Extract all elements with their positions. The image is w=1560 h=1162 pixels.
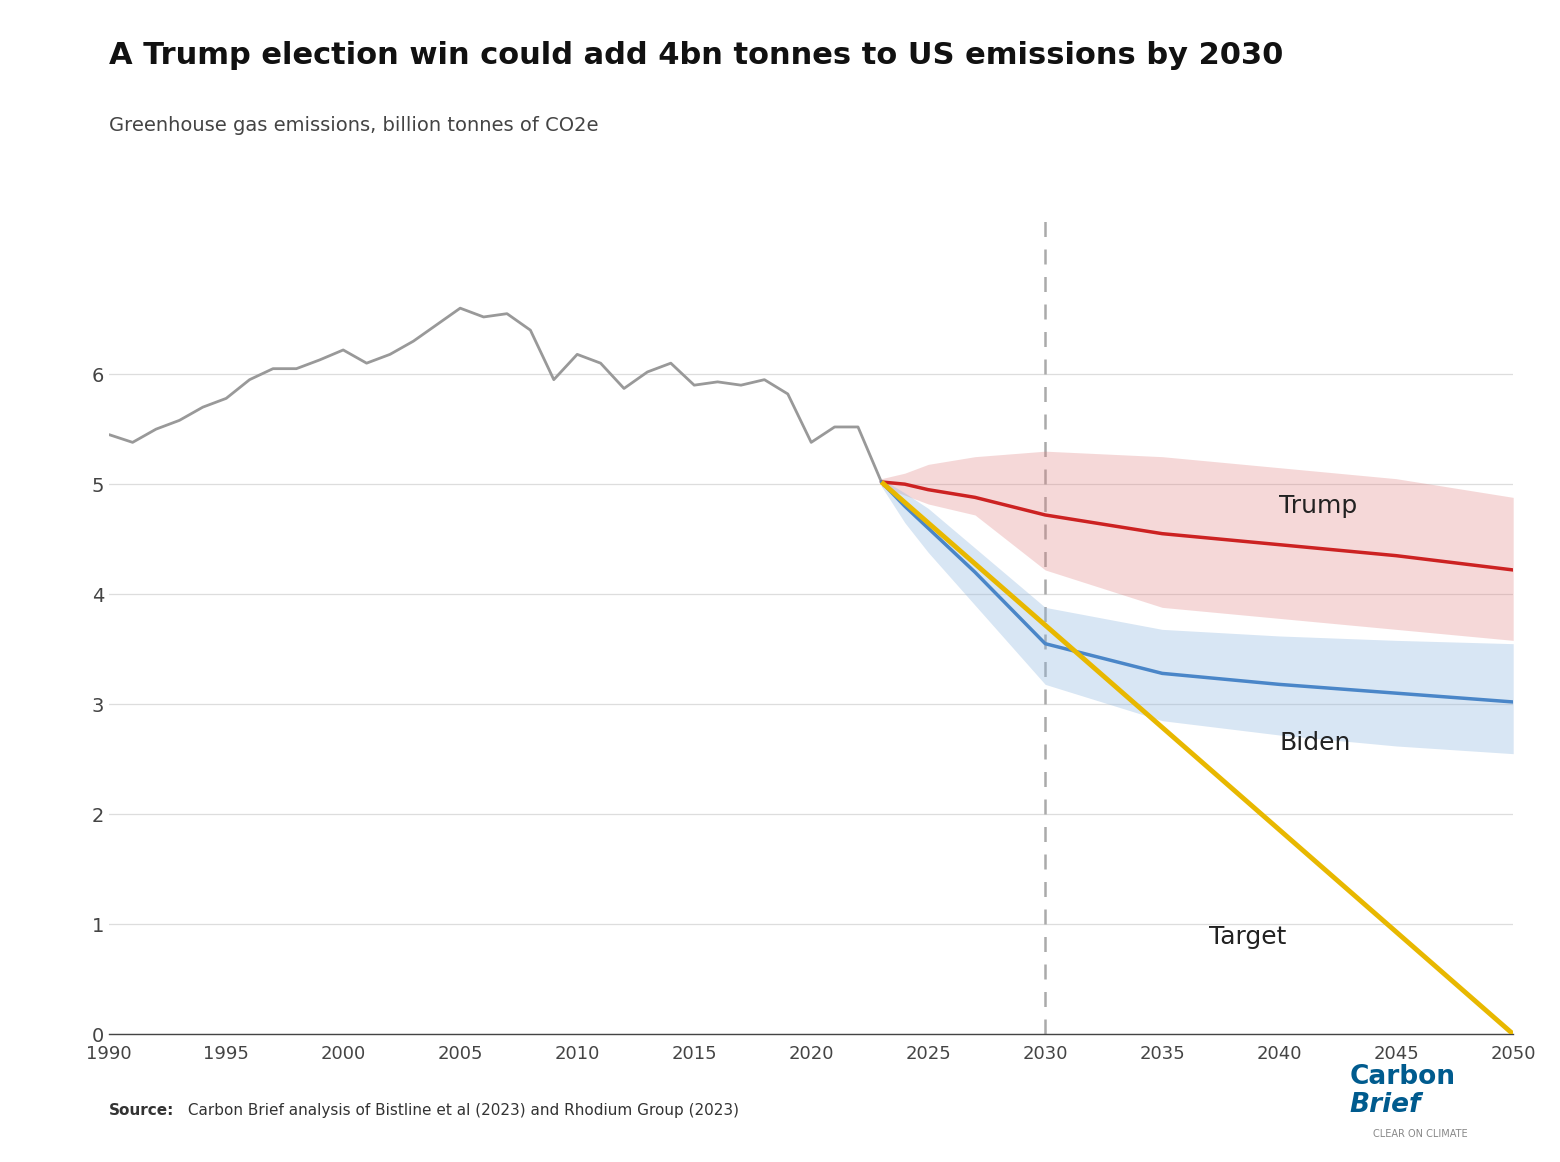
Text: Carbon Brief analysis of Bistline et al (2023) and Rhodium Group (2023): Carbon Brief analysis of Bistline et al …	[183, 1103, 738, 1118]
Text: Source:: Source:	[109, 1103, 175, 1118]
Text: Greenhouse gas emissions, billion tonnes of CO2e: Greenhouse gas emissions, billion tonnes…	[109, 116, 599, 135]
Text: Trump: Trump	[1279, 494, 1357, 518]
Text: CLEAR ON CLIMATE: CLEAR ON CLIMATE	[1373, 1129, 1468, 1140]
Text: Carbon: Carbon	[1349, 1064, 1455, 1090]
Text: A Trump election win could add 4bn tonnes to US emissions by 2030: A Trump election win could add 4bn tonne…	[109, 41, 1284, 70]
Text: Target: Target	[1209, 925, 1287, 949]
Text: Brief: Brief	[1349, 1092, 1421, 1118]
Text: Biden: Biden	[1279, 731, 1351, 754]
